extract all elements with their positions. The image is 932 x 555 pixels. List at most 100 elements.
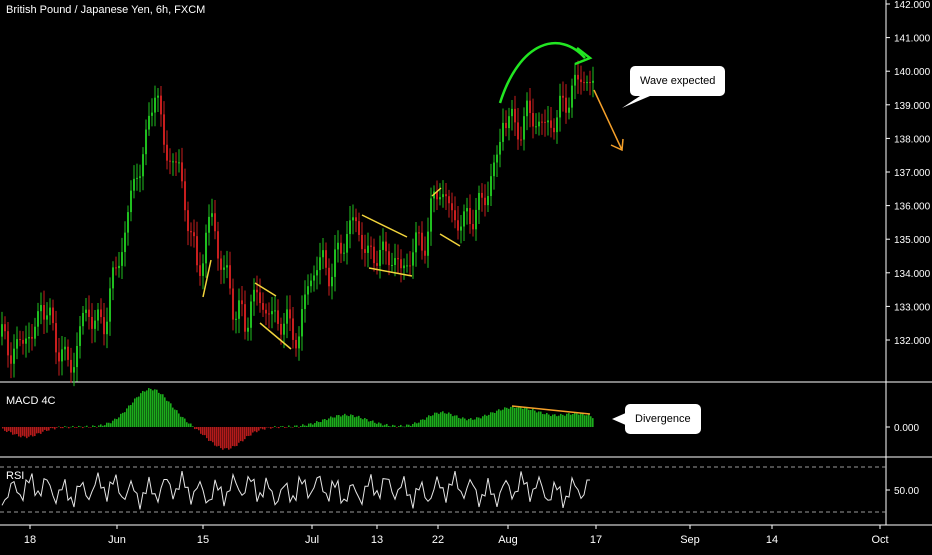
macd-bar bbox=[142, 390, 144, 427]
macd-bar bbox=[404, 426, 406, 428]
candle-body bbox=[4, 324, 6, 332]
candle-body bbox=[313, 275, 315, 281]
candle-body bbox=[538, 121, 540, 127]
candle-body bbox=[118, 265, 120, 269]
candle-body bbox=[202, 263, 204, 276]
candle-body bbox=[481, 192, 483, 198]
macd-bar bbox=[490, 412, 492, 427]
candle-body bbox=[13, 348, 15, 364]
candle-body bbox=[553, 127, 555, 133]
candle-body bbox=[79, 326, 81, 346]
macd-bar bbox=[488, 414, 490, 427]
macd-bar bbox=[484, 414, 486, 427]
candle-body bbox=[52, 307, 54, 324]
x-tick-label: 14 bbox=[766, 534, 778, 546]
candle-body bbox=[379, 249, 381, 266]
macd-bar bbox=[482, 416, 484, 427]
macd-bar bbox=[34, 427, 36, 437]
macd-bar bbox=[90, 427, 92, 428]
candle-body bbox=[73, 367, 75, 373]
macd-bar bbox=[30, 427, 32, 436]
macd-bar bbox=[300, 425, 302, 427]
macd-bar bbox=[266, 427, 268, 428]
macd-bar bbox=[434, 412, 436, 427]
macd-bar bbox=[204, 427, 206, 436]
macd-bar bbox=[400, 424, 402, 427]
macd-bar bbox=[282, 426, 284, 427]
candle-body bbox=[319, 257, 321, 271]
macd-bar bbox=[94, 426, 96, 427]
macd-bar bbox=[52, 427, 54, 429]
macd-bar bbox=[326, 420, 328, 427]
macd-bar bbox=[508, 408, 510, 427]
macd-bar bbox=[532, 408, 534, 427]
macd-bar bbox=[582, 412, 584, 427]
macd-bar bbox=[380, 423, 382, 427]
macd-bar bbox=[180, 416, 182, 427]
macd-bar bbox=[168, 401, 170, 427]
macd-bar bbox=[378, 422, 380, 427]
y-tick-label: 135.000 bbox=[894, 235, 931, 246]
macd-bar bbox=[214, 427, 216, 446]
candle-body bbox=[193, 232, 195, 237]
candle-body bbox=[94, 320, 96, 329]
macd-bar bbox=[164, 397, 166, 427]
macd-bar bbox=[374, 422, 376, 427]
candle-body bbox=[484, 197, 486, 206]
candle-body bbox=[133, 178, 135, 191]
macd-bar bbox=[510, 406, 512, 427]
candle-body bbox=[274, 310, 276, 312]
macd-bar bbox=[114, 418, 116, 427]
candle-body bbox=[349, 220, 351, 235]
macd-bar bbox=[44, 427, 46, 430]
macd-bar bbox=[546, 412, 548, 427]
candle-body bbox=[541, 121, 543, 123]
macd-bar bbox=[512, 406, 514, 427]
macd-bar bbox=[208, 427, 210, 441]
candle-body bbox=[184, 181, 186, 211]
macd-bar bbox=[310, 423, 312, 427]
candle-body bbox=[577, 74, 579, 80]
macd-bar bbox=[394, 425, 396, 427]
candle-body bbox=[25, 338, 27, 344]
macd-bar bbox=[320, 422, 322, 427]
macd-bar bbox=[206, 427, 208, 439]
macd-bar bbox=[248, 427, 250, 436]
candle-body bbox=[403, 265, 405, 269]
candle-body bbox=[106, 321, 108, 335]
macd-bar bbox=[460, 418, 462, 427]
macd-bar bbox=[32, 427, 34, 437]
macd-bar bbox=[306, 425, 308, 427]
macd-bar bbox=[592, 418, 594, 427]
macd-bar bbox=[318, 422, 320, 427]
macd-bar bbox=[246, 427, 248, 437]
macd-bar bbox=[382, 425, 384, 427]
macd-bar bbox=[136, 397, 138, 427]
macd-label: MACD 4C bbox=[6, 395, 56, 407]
macd-bar bbox=[262, 427, 264, 430]
macd-bar bbox=[276, 427, 278, 428]
macd-bar bbox=[216, 427, 218, 447]
macd-bar bbox=[210, 427, 212, 441]
macd-bar bbox=[330, 416, 332, 427]
candle-body bbox=[253, 289, 255, 302]
candle-body bbox=[82, 312, 84, 327]
candle-body bbox=[136, 177, 138, 179]
macd-bar bbox=[78, 425, 80, 427]
candle-body bbox=[223, 267, 225, 270]
candle-body bbox=[160, 95, 162, 115]
candle-body bbox=[196, 236, 198, 266]
candle-body bbox=[559, 95, 561, 118]
candle-body bbox=[247, 327, 249, 332]
candle-body bbox=[151, 112, 153, 116]
macd-bar bbox=[170, 403, 172, 427]
macd-bar bbox=[270, 427, 272, 429]
macd-bar bbox=[418, 422, 420, 427]
macd-bar bbox=[462, 417, 464, 427]
macd-bar bbox=[346, 415, 348, 427]
macd-bar bbox=[240, 427, 242, 442]
macd-bar bbox=[264, 427, 266, 430]
macd-bar bbox=[456, 415, 458, 427]
candle-body bbox=[340, 242, 342, 254]
